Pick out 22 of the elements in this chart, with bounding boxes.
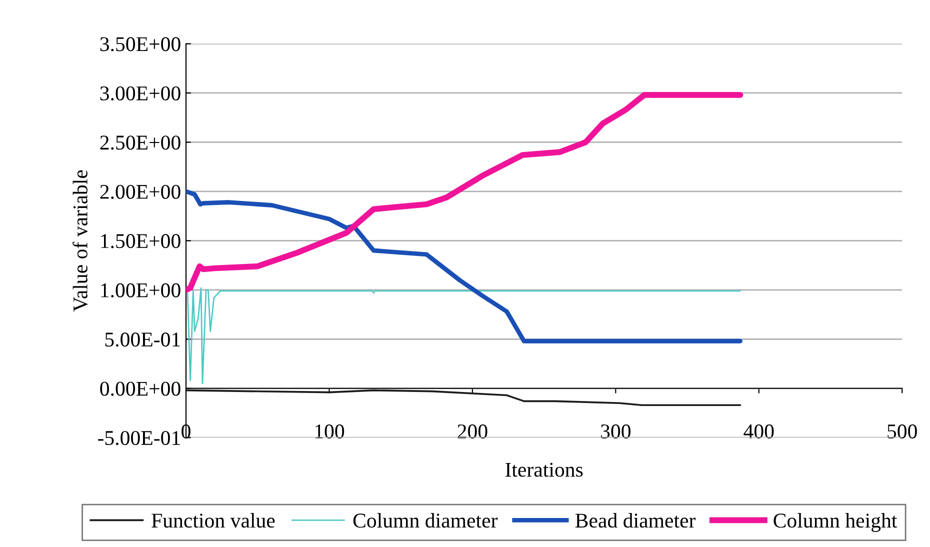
y-tick-label: 1.00E+00 xyxy=(101,283,180,298)
x-tick-label: 300 xyxy=(601,424,630,438)
legend-label: Column diameter xyxy=(353,513,498,528)
y-tick-label: 0.00E+00 xyxy=(100,382,180,396)
y-axis-title: Value of variable xyxy=(72,170,88,312)
y-tick-label: 2.00E+00 xyxy=(100,184,180,199)
y-tick-label: -5.00E-01 xyxy=(98,430,180,446)
x-tick-label: 500 xyxy=(888,424,917,438)
y-tick-label: 3.00E+00 xyxy=(100,86,180,101)
line-series xyxy=(186,287,741,384)
line-series xyxy=(186,189,742,344)
y-tick-label: 3.50E+00 xyxy=(100,37,180,52)
line-series xyxy=(186,389,742,406)
y-tick-label: 1.50E+00 xyxy=(101,234,180,248)
legend-label: Bead diameter xyxy=(575,513,696,528)
legend-label: Column height xyxy=(774,513,898,532)
x-tick-label: 400 xyxy=(744,424,774,438)
legend-label: Function value xyxy=(152,513,275,528)
x-axis-title: Iterations xyxy=(505,462,583,477)
y-tick-label: 5.00E-01 xyxy=(105,332,180,347)
x-tick-label: 100 xyxy=(315,424,344,438)
y-tick-label: 2.50E+00 xyxy=(100,136,180,150)
